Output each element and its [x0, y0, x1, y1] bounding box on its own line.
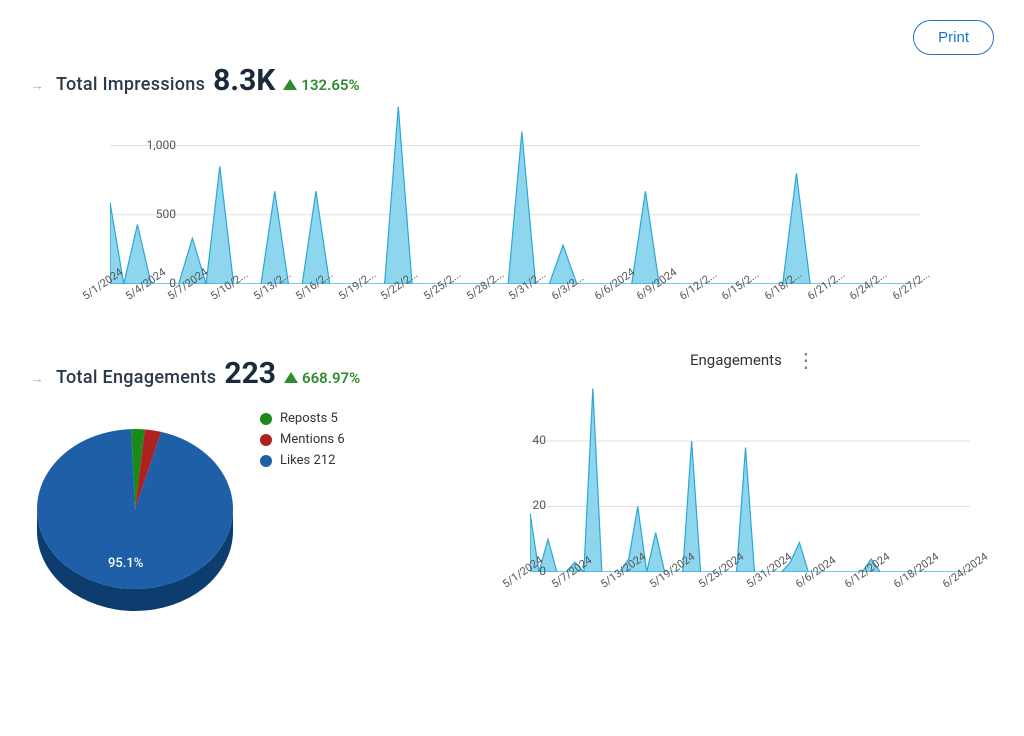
triangle-up-icon	[284, 372, 298, 383]
arrow-right-icon: →	[30, 370, 44, 387]
y-tick-label: 20	[496, 498, 546, 512]
engagements-pie: 95.1%	[30, 411, 240, 621]
legend-item: Reposts 5	[260, 411, 345, 426]
impressions-chart: 05001,000 5/1/20245/4/20245/7/20245/10/2…	[110, 104, 994, 318]
engagements-header: → Total Engagements 223 668.97%	[30, 356, 470, 391]
y-tick-label: 500	[126, 207, 176, 221]
legend-label: Reposts 5	[280, 411, 338, 426]
arrow-right-icon: →	[30, 77, 44, 94]
legend-item: Likes 212	[260, 453, 345, 468]
impressions-change: 132.65%	[301, 76, 359, 94]
legend-label: Likes 212	[280, 453, 335, 468]
engagements-change: 668.97%	[302, 369, 360, 387]
engagements-timeline-chart: 02040 5/1/20245/7/20245/13/20245/19/2024…	[530, 382, 994, 606]
y-tick-label: 1,000	[126, 138, 176, 152]
impressions-label: Total Impressions	[56, 74, 205, 95]
pie-legend: Reposts 5 Mentions 6 Likes 212	[260, 411, 345, 621]
legend-item: Mentions 6	[260, 432, 345, 447]
y-tick-label: 40	[496, 433, 546, 447]
x-tick-label: 5/1/2024	[80, 266, 125, 303]
engagements-timeline-title: Engagements	[690, 351, 782, 369]
legend-dot-icon	[260, 434, 272, 446]
pie-slice-label: 95.1%	[108, 556, 143, 571]
impressions-header: → Total Impressions 8.3K 132.65%	[30, 63, 994, 98]
impressions-value: 8.3K	[213, 63, 275, 98]
legend-dot-icon	[260, 413, 272, 425]
engagements-value: 223	[224, 356, 276, 391]
legend-dot-icon	[260, 455, 272, 467]
legend-label: Mentions 6	[280, 432, 345, 447]
triangle-up-icon	[283, 79, 297, 90]
print-button[interactable]: Print	[913, 20, 994, 55]
more-icon[interactable]: ⋮	[796, 348, 816, 372]
engagements-label: Total Engagements	[56, 367, 216, 388]
